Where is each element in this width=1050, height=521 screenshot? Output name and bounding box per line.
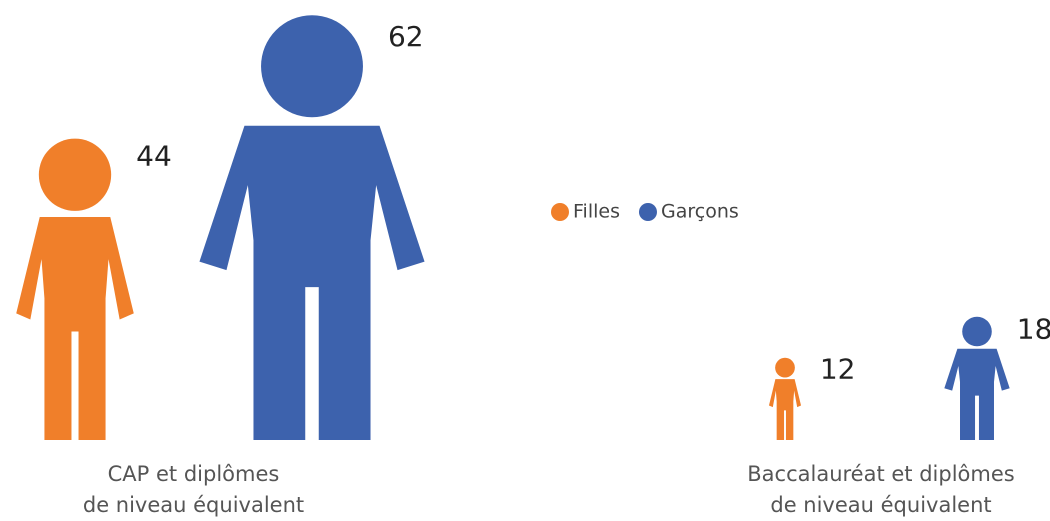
pictogram-figure: [944, 316, 1010, 440]
figure-head: [38, 138, 112, 211]
category-label: de niveau équivalent: [83, 493, 304, 517]
category-label: de niveau équivalent: [770, 493, 991, 517]
legend-swatch: [551, 203, 569, 221]
legend-swatch: [638, 203, 657, 221]
value-label: 12: [820, 352, 856, 385]
value-label: 62: [388, 20, 424, 53]
figure-body: [944, 348, 1010, 440]
figure-body: [199, 125, 425, 441]
pictogram-figure: [199, 15, 425, 441]
value-label: 18: [1017, 312, 1050, 345]
legend-label: Garçons: [661, 201, 739, 223]
figure-head: [261, 15, 363, 118]
value-label: 44: [136, 140, 172, 173]
legend-label: Filles: [573, 201, 620, 223]
figure-body: [768, 379, 802, 440]
figure-head: [775, 357, 795, 378]
figure-body: [16, 216, 134, 440]
category-label: CAP et diplômes: [108, 462, 280, 486]
figure-head: [962, 316, 992, 347]
category-label: Baccalauréat et diplômes: [747, 462, 1014, 486]
pictogram-figure: [16, 138, 134, 440]
pictogram-figure: [768, 357, 802, 440]
